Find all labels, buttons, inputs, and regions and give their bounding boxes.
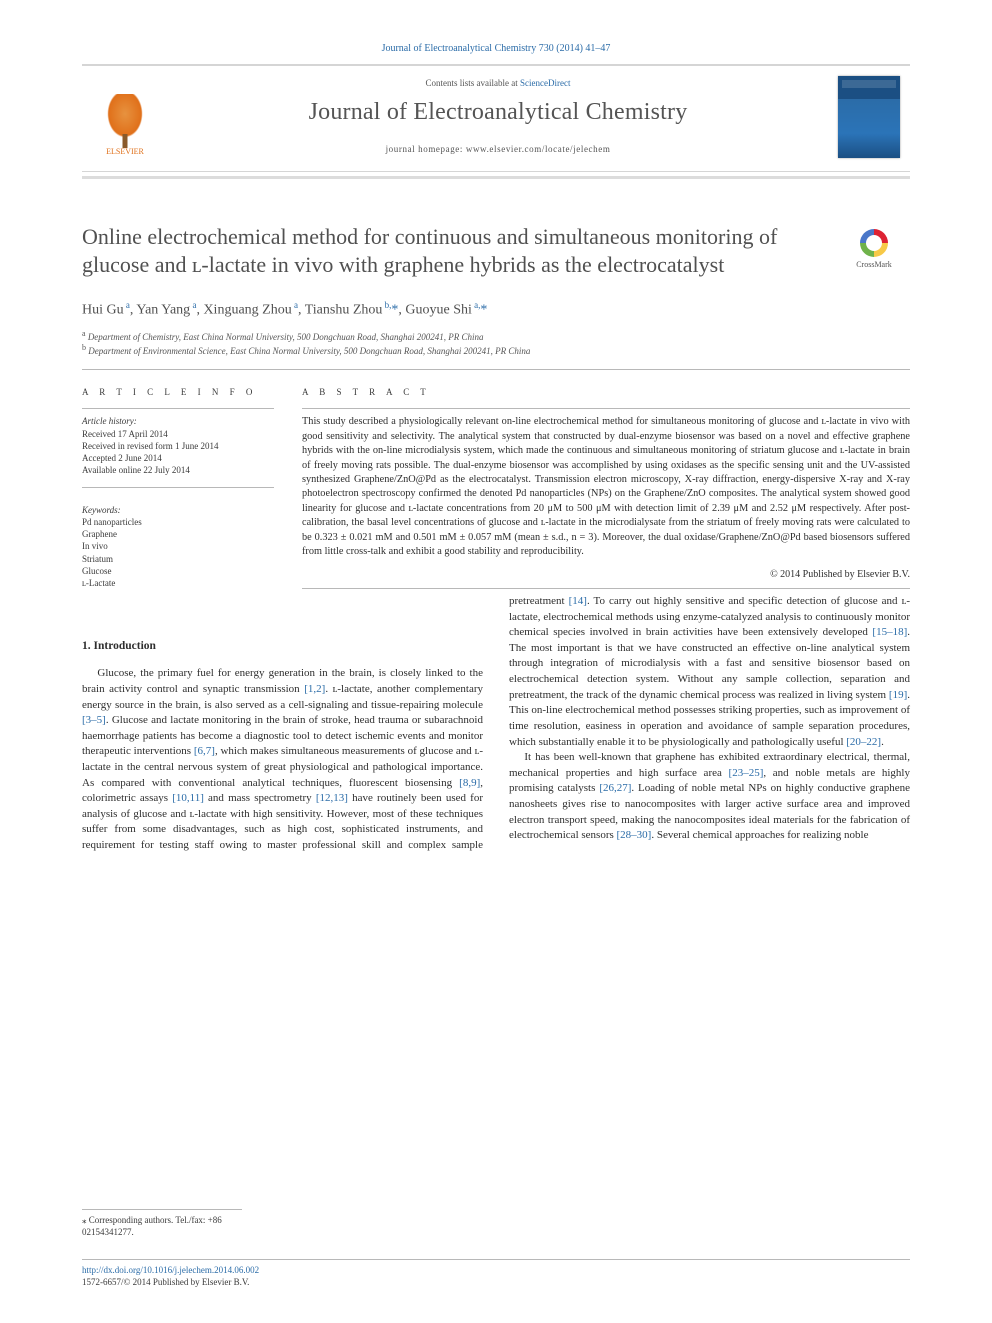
citation-link[interactable]: [23–25] — [729, 767, 764, 779]
affiliations: a Department of Chemistry, East China No… — [82, 329, 910, 357]
affiliation-b: b Department of Environmental Science, E… — [82, 343, 910, 357]
body-columns: 1. Introduction Glucose, the primary fue… — [82, 594, 910, 854]
author: Tianshu Zhou — [305, 303, 383, 318]
keyword: Pd nanoparticles — [82, 516, 274, 528]
citation-link[interactable]: [1,2] — [304, 683, 325, 695]
corresponding-link[interactable]: * — [480, 303, 487, 318]
keyword: ʟ-Lactate — [82, 577, 274, 589]
journal-name: Journal of Electroanalytical Chemistry — [172, 96, 824, 130]
citation-link[interactable]: [15–18] — [872, 626, 907, 638]
citation-link[interactable]: [10,11] — [172, 792, 204, 804]
header-center: Contents lists available at ScienceDirec… — [172, 77, 824, 156]
homepage-label: journal homepage: — [386, 144, 466, 154]
history-line: Accepted 2 June 2014 — [82, 452, 274, 464]
body-paragraph: It has been well-known that graphene has… — [509, 750, 910, 844]
elsevier-tree-icon — [101, 94, 149, 146]
sciencedirect-link[interactable]: ScienceDirect — [520, 78, 570, 88]
citation-link[interactable]: [8,9] — [459, 777, 480, 789]
publisher-logo: ELSEVIER — [92, 78, 158, 156]
journal-cover-thumb — [838, 76, 900, 158]
page-footer: ⁎ Corresponding authors. Tel./fax: +86 0… — [82, 1209, 910, 1289]
homepage-url[interactable]: www.elsevier.com/locate/jelechem — [466, 144, 611, 154]
article-info: A R T I C L E I N F O Article history: R… — [82, 386, 274, 589]
citation-link[interactable]: [14] — [569, 595, 587, 607]
affiliation-a: a Department of Chemistry, East China No… — [82, 329, 910, 343]
citation-link[interactable]: [19] — [889, 689, 907, 701]
doi-link[interactable]: http://dx.doi.org/10.1016/j.jelechem.201… — [82, 1265, 259, 1275]
author-list: Hui Gu a, Yan Yang a, Xinguang Zhou a, T… — [82, 299, 910, 320]
citation-link[interactable]: [12,13] — [316, 792, 348, 804]
history-line: Received 17 April 2014 — [82, 428, 274, 440]
keyword: Glucose — [82, 565, 274, 577]
issn-line: 1572-6657/© 2014 Published by Elsevier B… — [82, 1276, 910, 1289]
header-rule — [82, 176, 910, 179]
author: Xinguang Zhou — [203, 303, 291, 318]
citation-link[interactable]: [26,27] — [599, 782, 631, 794]
crossmark-icon — [860, 229, 888, 257]
author: Hui Gu — [82, 303, 124, 318]
divider — [82, 369, 910, 370]
history-line: Received in revised form 1 June 2014 — [82, 440, 274, 452]
author: Guoyue Shi — [405, 303, 472, 318]
crossmark-badge[interactable]: CrossMark — [838, 229, 910, 270]
keyword: Striatum — [82, 553, 274, 565]
abstract-copyright: © 2014 Published by Elsevier B.V. — [302, 568, 910, 582]
citation-link[interactable]: [20–22] — [846, 736, 881, 748]
corresponding-link[interactable]: * — [391, 303, 398, 318]
publisher-logo-label: ELSEVIER — [106, 148, 144, 156]
article-title: Online electrochemical method for contin… — [82, 223, 910, 279]
header-citation: Journal of Electroanalytical Chemistry 7… — [82, 42, 910, 56]
contents-available-line: Contents lists available at ScienceDirec… — [172, 77, 824, 90]
abstract-text: This study described a physiologically r… — [302, 415, 910, 559]
title-block: Online electrochemical method for contin… — [82, 223, 910, 279]
info-abstract-row: A R T I C L E I N F O Article history: R… — [82, 386, 910, 589]
section-heading: 1. Introduction — [82, 638, 483, 654]
keywords-block: Keywords: Pd nanoparticles Graphene In v… — [82, 504, 274, 589]
citation-link[interactable]: [28–30] — [617, 829, 652, 841]
journal-homepage: journal homepage: www.elsevier.com/locat… — [172, 143, 824, 156]
abstract-heading: A B S T R A C T — [302, 386, 910, 399]
keyword: In vivo — [82, 540, 274, 552]
citation-link[interactable]: [3–5] — [82, 714, 106, 726]
contents-prefix: Contents lists available at — [426, 78, 520, 88]
keyword: Graphene — [82, 528, 274, 540]
history-line: Available online 22 July 2014 — [82, 464, 274, 476]
history-label: Article history: — [82, 415, 274, 428]
corresponding-note: ⁎ Corresponding authors. Tel./fax: +86 0… — [82, 1209, 242, 1239]
citation-link[interactable]: [6,7] — [194, 745, 215, 757]
author: Yan Yang — [136, 303, 190, 318]
journal-header: ELSEVIER Contents lists available at Sci… — [82, 64, 910, 172]
crossmark-label: CrossMark — [856, 260, 892, 269]
abstract: A B S T R A C T This study described a p… — [302, 386, 910, 589]
keywords-label: Keywords: — [82, 504, 274, 517]
article-info-heading: A R T I C L E I N F O — [82, 386, 274, 399]
